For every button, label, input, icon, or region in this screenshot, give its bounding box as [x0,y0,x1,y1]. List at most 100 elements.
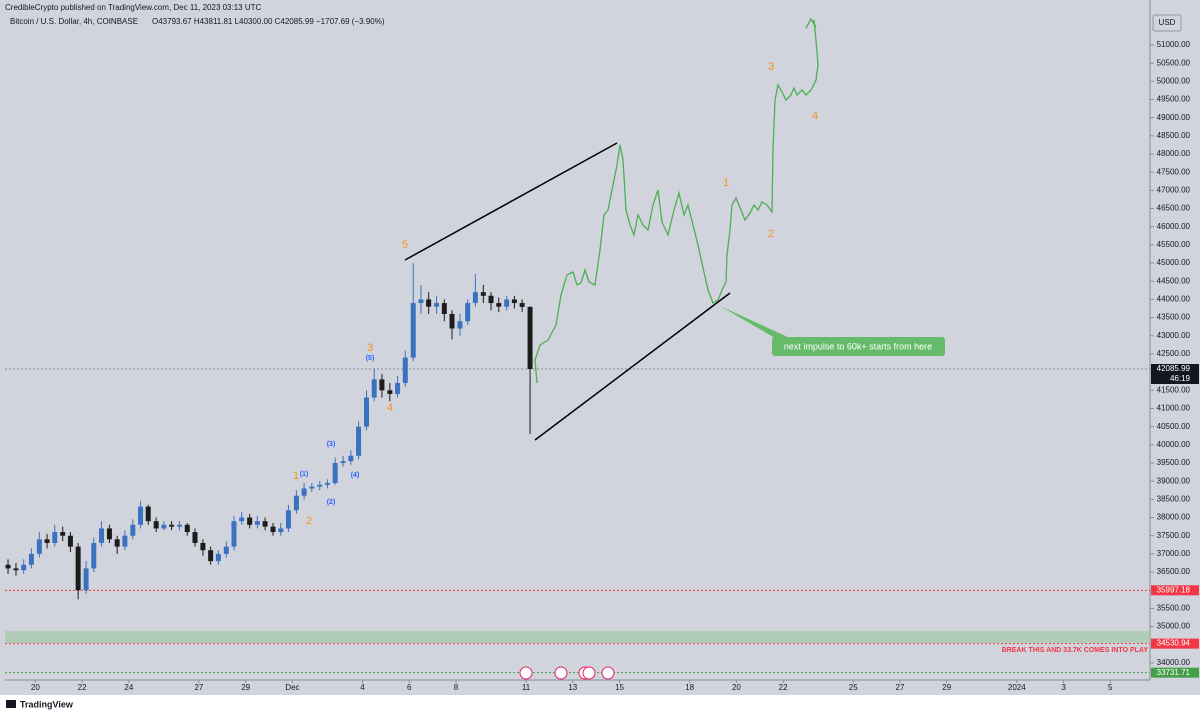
x-tick-label: 18 [685,683,694,692]
candle-body [122,535,128,547]
logo [6,700,16,708]
x-tick-label: 6 [407,683,412,692]
y-tick-label: 51000.00 [1157,40,1191,49]
countdown: 46:19 [1170,374,1191,383]
wave-label: 3 [768,61,774,73]
candle-body [177,524,183,527]
symbol: Bitcoin / U.S. Dollar, 4h, COINBASE [10,17,138,26]
price-label-box [1151,585,1199,596]
wave-label: (3) [327,441,336,448]
candle-body [21,564,27,571]
candle-body [371,379,377,398]
x-tick-label: 11 [522,683,531,692]
candle-body [379,379,385,391]
candle-body [28,553,34,565]
event-icon[interactable] [601,666,615,680]
y-tick-label: 39500.00 [1157,458,1191,467]
wave-label: (5) [366,355,375,362]
price-label: 35997.18 [1157,585,1191,594]
candle-body [161,524,167,529]
y-tick-label: 37500.00 [1157,531,1191,540]
callout-text: next impulse to 60k+ starts from here [784,341,932,351]
event-icon[interactable] [519,666,533,680]
x-tick-label: 15 [615,683,624,692]
x-tick-label: 29 [942,683,951,692]
candle-body [114,539,120,547]
wave-label: 4 [812,110,818,122]
candle-body [301,488,307,496]
y-tick-label: 47500.00 [1157,167,1191,176]
projection-path [534,19,819,384]
candle-body [332,462,338,483]
candle-body [231,521,237,547]
x-tick-label: 5 [1108,683,1113,692]
price-label: 33731.71 [1157,668,1191,677]
candle-body [215,553,221,562]
y-tick-label: 49000.00 [1157,113,1191,122]
wave-label: 4 [387,402,393,414]
candle-body [67,535,73,547]
candle-body [340,461,346,463]
candle-body [309,486,315,489]
y-tick-label: 45500.00 [1157,240,1191,249]
candle-body [247,517,253,525]
price-label-box [1151,638,1199,649]
x-tick-label: 2024 [1008,683,1026,692]
candle-body [5,564,11,569]
candle-body [130,524,136,536]
candle-body [449,313,455,329]
x-tick-label: 8 [454,683,459,692]
candle-body [395,383,401,394]
y-tick-label: 42500.00 [1157,349,1191,358]
x-tick-label: 29 [241,683,250,692]
y-tick-label: 49500.00 [1157,95,1191,104]
y-tick-label: 35500.00 [1157,604,1191,613]
y-tick-label: 43500.00 [1157,313,1191,322]
x-tick-label: 27 [194,683,203,692]
currency[interactable]: USD [1159,18,1176,27]
price-label-box [1151,667,1199,678]
y-tick-label: 50500.00 [1157,58,1191,67]
candle-body [418,299,424,304]
candle-body [83,568,89,591]
candle-body [410,303,416,358]
candle-body [285,510,291,529]
x-tick-label: 3 [1061,683,1066,692]
candle-body [519,303,525,307]
wave-label: 3 [367,342,373,354]
candle-body [153,521,159,529]
brand: TradingView [20,699,74,709]
candle-body [511,299,517,304]
candle-body [363,397,369,427]
candle-body [496,303,502,307]
candle-body [348,455,354,462]
candle-body [36,539,42,554]
x-tick-label: Dec [285,683,299,692]
footer-bg [0,695,1200,714]
x-tick-label: 20 [732,683,741,692]
wave-label: 1 [293,470,299,482]
y-tick-label: 50000.00 [1157,76,1191,85]
x-tick-label: 24 [124,683,133,692]
wave-label: 2 [768,228,774,240]
zone [5,630,1150,643]
candle-body [254,521,260,525]
candle-body [457,321,463,329]
wave-label: 1 [723,177,729,189]
y-tick-label: 35000.00 [1157,622,1191,631]
event-icon[interactable] [582,666,596,680]
wave-label: (2) [327,499,336,506]
candle-body [44,539,50,543]
candle-body [293,495,299,511]
currency-box[interactable] [1152,14,1182,32]
event-icon[interactable] [554,666,568,680]
x-tick-label: 22 [779,683,788,692]
candle-body [480,292,486,296]
x-tick-label: 22 [78,683,87,692]
candle-body [192,532,198,543]
arrow-head [805,17,817,29]
publisher: CredibleCrypto published on TradingView.… [5,3,262,12]
callout-pointer [720,306,790,338]
candle-body [223,546,229,554]
